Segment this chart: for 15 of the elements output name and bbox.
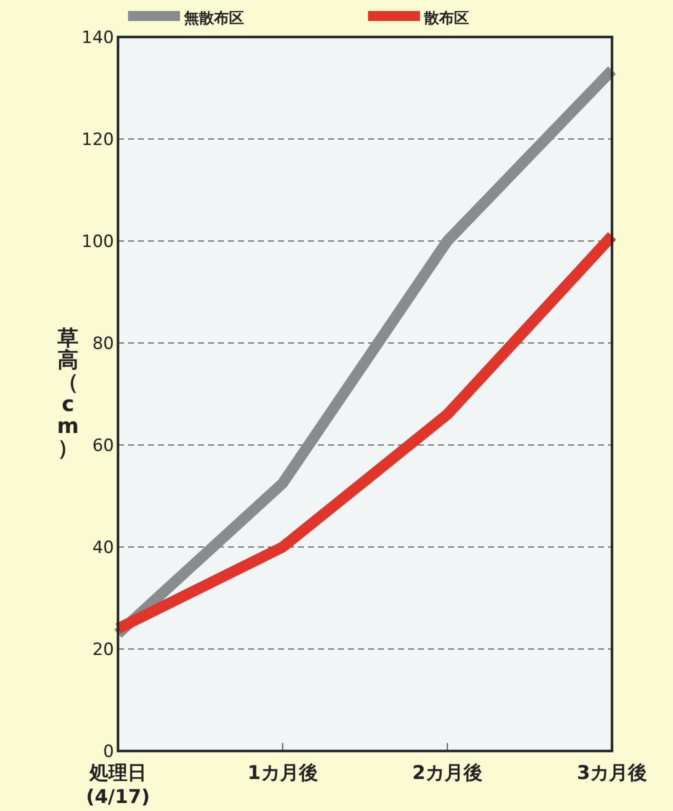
y-tick-label: 100 [82, 232, 114, 252]
legend-label: 無散布区 [183, 9, 244, 27]
y-tick-label: 120 [82, 130, 114, 150]
y-tick-label: 0 [103, 742, 114, 762]
x-tick-label: 処理日 (4/17) [86, 762, 150, 808]
x-tick-label: 1カ月後 [248, 762, 318, 784]
y-tick-label: 20 [92, 640, 114, 660]
legend-label: 散布区 [423, 9, 469, 27]
y-axis-title: 草高（cm） [56, 326, 79, 460]
x-tick-label: 3カ月後 [576, 762, 648, 784]
y-tick-label: 40 [92, 538, 114, 558]
y-tick-label: 80 [92, 334, 114, 354]
x-tick-label: 2カ月後 [412, 762, 482, 784]
y-tick-label: 140 [82, 28, 114, 48]
y-tick-label: 60 [92, 436, 114, 456]
